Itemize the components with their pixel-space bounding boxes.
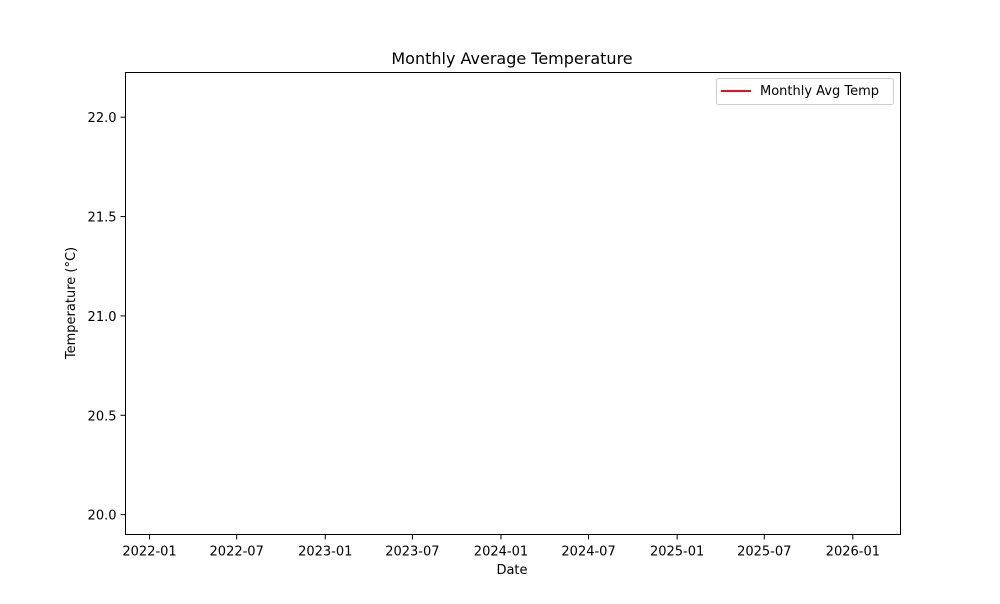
x-tick-label: 2023-07: [385, 545, 439, 560]
y-tick-label: 20.5: [88, 409, 117, 424]
legend-box: [716, 78, 894, 105]
x-tick-label: 2024-07: [561, 545, 615, 560]
y-tick-label: 22.0: [88, 111, 117, 126]
y-axis-label: Temperature (°C): [64, 247, 79, 360]
x-tick-label: 2024-01: [474, 545, 528, 560]
legend: Monthly Avg Temp: [716, 78, 894, 105]
x-tick-label: 2022-01: [122, 545, 176, 560]
y-tick-label: 20.0: [88, 509, 117, 524]
plot-frame: [125, 72, 901, 535]
x-tick-label: 2023-01: [298, 545, 352, 560]
y-tick-label: 21.0: [88, 310, 117, 325]
x-tick-label: 2025-07: [737, 545, 791, 560]
x-tick-label: 2022-07: [210, 545, 264, 560]
y-tick-label: 21.5: [88, 211, 117, 226]
x-tick-label: 2026-01: [826, 545, 880, 560]
x-axis-label: Date: [496, 563, 527, 578]
x-tick-label: 2025-01: [650, 545, 704, 560]
chart-title: Monthly Average Temperature: [391, 49, 632, 68]
x-axis-ticks: 2022-01 2022-07 2023-01 2023-07 2024-01 2024-…: [122, 534, 880, 560]
legend-label: Monthly Avg Temp: [760, 84, 879, 99]
y-axis-ticks: 20.0 20.5 21.0 21.5 22.0: [88, 111, 126, 524]
